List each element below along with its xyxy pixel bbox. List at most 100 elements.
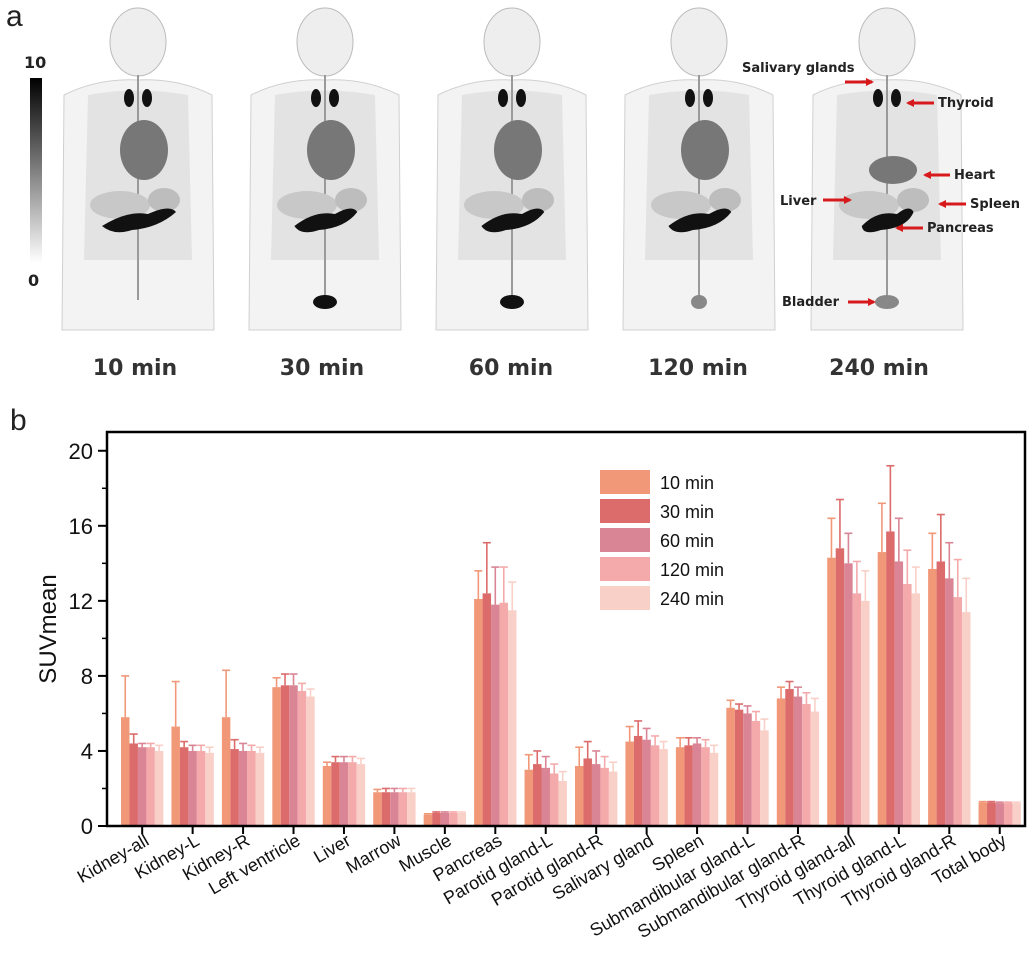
bar-2-4	[255, 752, 265, 826]
legend-label-0: 10 min	[660, 473, 714, 493]
bar-2-1	[230, 749, 239, 826]
pet-body-image-2	[248, 7, 402, 331]
bar-3-1	[280, 685, 290, 826]
legend-swatch-3	[600, 557, 650, 581]
bar-15-2	[894, 561, 904, 826]
salivary-uptake-right	[891, 89, 901, 107]
bar-11-4	[709, 752, 719, 826]
bar-7-0	[474, 598, 483, 826]
bar-2-3	[247, 750, 256, 826]
bar-17-3	[1003, 803, 1013, 826]
bar-3-0	[272, 687, 281, 826]
error-bars	[121, 464, 1021, 815]
bar-11-2	[692, 743, 702, 826]
bar-3-2	[289, 685, 298, 826]
salivary-uptake-left	[873, 89, 883, 107]
y-axis-title: SUVmean	[35, 574, 62, 683]
bar-6-2	[440, 812, 450, 826]
legend-label-1: 30 min	[660, 502, 714, 522]
bar-5-2	[390, 792, 399, 826]
pancreas-uptake	[294, 208, 358, 233]
bar-17-4	[1012, 803, 1021, 826]
organ-label-pancreas: Pancreas	[927, 221, 994, 236]
bar-8-0	[524, 769, 534, 826]
bar-7-1	[482, 593, 492, 826]
spleen-uptake	[897, 188, 929, 212]
time-labels: 10 min 30 min 60 min 120 min 240 min	[93, 356, 929, 381]
salivary-uptake-right	[516, 89, 526, 107]
plot-frame	[105, 430, 1027, 828]
organ-label-salivary: Salivary glands	[742, 61, 855, 76]
bar-4-0	[322, 765, 332, 826]
colorbar-gradient	[30, 78, 42, 263]
bar-17-2	[995, 803, 1004, 826]
heart-uptake	[681, 120, 729, 180]
bar-9-3	[600, 767, 609, 826]
bar-11-1	[684, 745, 693, 826]
pet-body-image-1	[61, 7, 215, 331]
legend-swatch-1	[600, 499, 650, 523]
head-region	[483, 7, 541, 77]
bladder-uptake	[313, 295, 337, 309]
panel-b-label: b	[10, 404, 27, 437]
legend-label-3: 120 min	[660, 560, 724, 580]
pancreas-uptake	[861, 208, 914, 233]
bar-6-4	[457, 812, 467, 826]
y-tick-label-4: 4	[81, 739, 93, 764]
x-category-label: Marrow	[342, 830, 405, 878]
colorbar-max-label: 10	[24, 53, 46, 72]
bar-8-3	[549, 773, 559, 826]
pancreas-uptake	[481, 208, 545, 233]
bar-14-1	[835, 548, 845, 826]
bar-16-4	[962, 612, 971, 826]
pet-image-row	[61, 7, 964, 331]
spleen-uptake	[148, 188, 180, 212]
head-region	[670, 7, 728, 77]
bar-13-0	[776, 698, 786, 826]
bar-16-2	[945, 578, 954, 826]
bar-0-0	[121, 717, 130, 826]
bar-15-1	[886, 531, 895, 826]
bar-15-0	[877, 552, 887, 826]
bar-1-0	[171, 726, 180, 826]
bar-5-4	[407, 792, 416, 826]
bar-4-2	[339, 762, 349, 826]
bar-10-0	[625, 741, 634, 826]
spleen-uptake	[335, 188, 367, 212]
head-region	[296, 7, 354, 77]
y-tick-label-0: 0	[81, 814, 93, 839]
bar-0-4	[154, 750, 164, 826]
bar-12-4	[760, 730, 769, 826]
bar-17-1	[987, 802, 996, 826]
bar-10-2	[642, 739, 651, 826]
bar-14-4	[861, 600, 870, 826]
time-label-30: 30 min	[280, 356, 364, 381]
spleen-uptake	[522, 188, 554, 212]
bar-1-3	[196, 750, 206, 826]
bladder-uptake	[500, 295, 524, 309]
panel-a-pet-images: a 10 0 10 min 30 min 60 min 120 min 240 …	[6, 0, 1020, 381]
organ-label-thyroid: Thyroid	[938, 96, 994, 111]
salivary-uptake-right	[703, 89, 713, 107]
bar-4-1	[331, 762, 340, 826]
organ-label-liver: Liver	[780, 194, 817, 209]
bar-0-1	[129, 743, 138, 826]
bar-7-3	[499, 602, 509, 826]
heart-uptake	[307, 120, 355, 180]
organ-annotations: Salivary glands Thyroid Heart Liver Sple…	[742, 61, 1020, 310]
liver-uptake	[464, 191, 524, 219]
y-tick-label-20: 20	[69, 439, 93, 464]
head-region	[109, 7, 167, 77]
salivary-uptake-left	[498, 89, 508, 107]
bar-8-2	[541, 767, 550, 826]
pancreas-uptake	[668, 208, 732, 233]
y-axis: 0 4 8 12 16 20	[69, 439, 107, 839]
bar-0-2	[137, 747, 147, 826]
bladder-uptake	[875, 295, 899, 309]
bar-13-3	[802, 704, 811, 826]
salivary-uptake-right	[142, 89, 152, 107]
bar-12-3	[751, 720, 761, 826]
bar-3-4	[306, 696, 315, 826]
